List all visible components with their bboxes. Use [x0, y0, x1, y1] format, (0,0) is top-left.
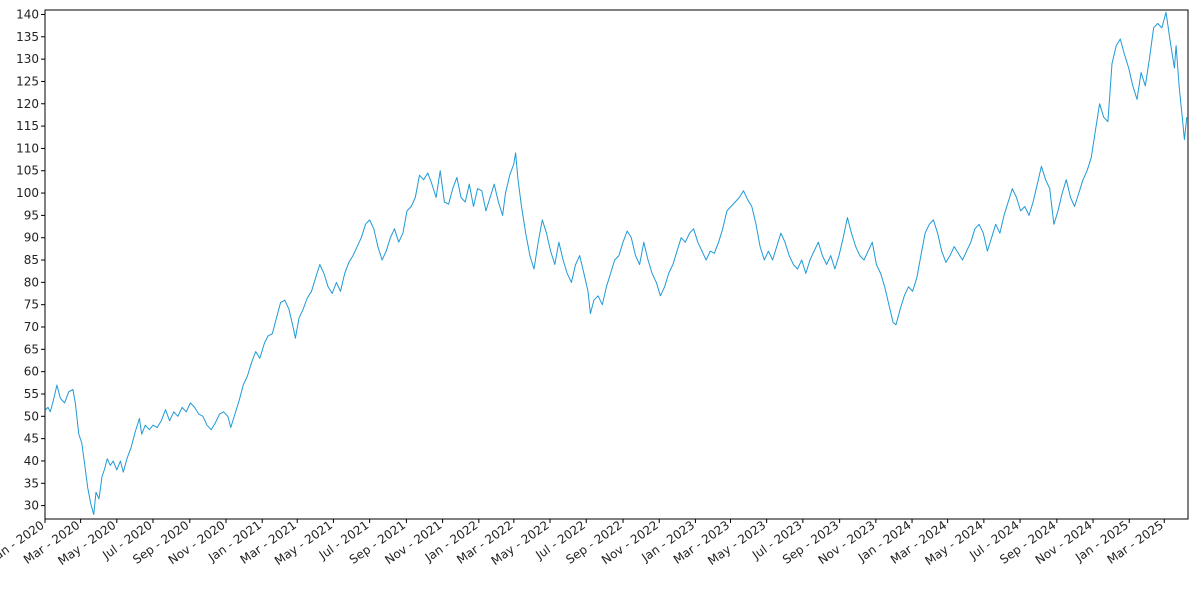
y-tick-label: 75 [24, 298, 39, 312]
y-tick-label: 85 [24, 253, 39, 267]
y-tick-label: 70 [24, 320, 39, 334]
plot-frame [44, 9, 1189, 520]
y-tick-label: 95 [24, 208, 39, 222]
y-tick-label: 90 [24, 231, 39, 245]
series-line-1 [45, 11, 1188, 515]
y-tick-label: 100 [16, 186, 39, 200]
y-tick-label: 110 [16, 141, 39, 155]
y-tick-label: 60 [24, 365, 39, 379]
y-tick-label: 105 [16, 164, 39, 178]
y-tick-label: 140 [16, 7, 39, 21]
y-tick-label: 125 [16, 74, 39, 88]
y-tick-label: 30 [24, 499, 39, 513]
y-axis: 30 35 40 45 50 55 60 65 70 75 80 85 90 95 100 105 110 115… [16, 7, 45, 513]
y-tick-label: 50 [24, 409, 39, 423]
y-tick-label: 135 [16, 30, 39, 44]
y-tick-label: 55 [24, 387, 39, 401]
y-tick-label: 130 [16, 52, 39, 66]
y-tick-label: 120 [16, 97, 39, 111]
y-tick-label: 40 [24, 454, 39, 468]
y-tick-label: 80 [24, 275, 39, 289]
y-tick-label: 65 [24, 342, 39, 356]
series-layer [45, 11, 1188, 515]
y-tick-label: 115 [16, 119, 39, 133]
y-tick-label: 35 [24, 476, 39, 490]
y-tick-label: 45 [24, 432, 39, 446]
